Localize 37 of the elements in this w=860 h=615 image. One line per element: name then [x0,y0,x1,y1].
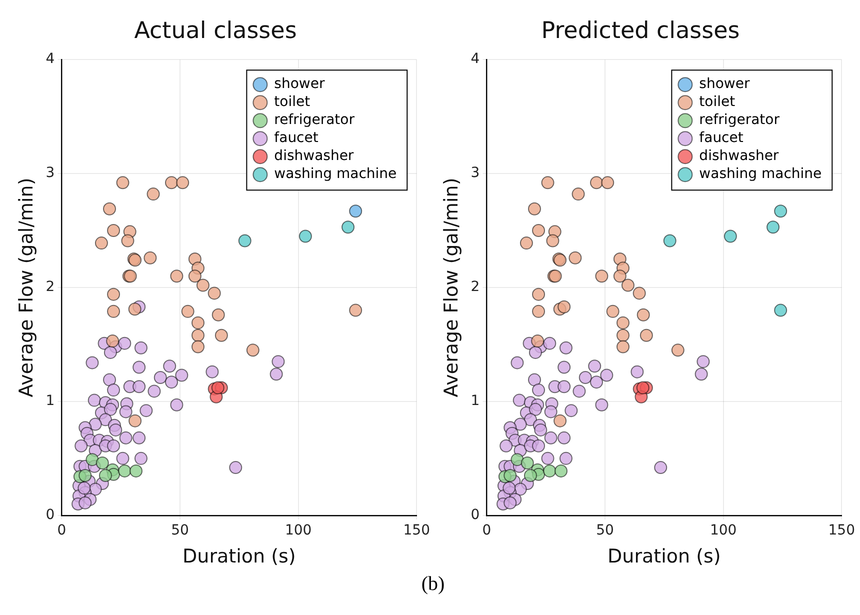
y-tick-label: 3 [46,165,55,182]
legend-label: dishwasher [699,148,779,164]
x-tick-label: 50 [596,522,614,538]
x-tick-label: 100 [710,522,737,538]
x-tick-label: 150 [828,522,856,538]
legend-label: washing machine [699,166,822,182]
y-tick-label: 0 [46,507,55,524]
chart-title: Predicted classes [541,18,740,44]
x-axis-title: Duration (s) [608,546,721,568]
legend-label: refrigerator [699,112,780,128]
text: (b) [420,573,446,596]
legend-label: shower [274,76,325,92]
y-tick-label: 1 [470,393,480,410]
legend-label: refrigerator [274,112,355,128]
x-tick-label: 0 [482,522,492,538]
x-tick-label: 100 [284,522,312,538]
x-axis-title: Duration (s) [182,546,296,568]
y-tick-label: 4 [470,51,480,68]
x-tick-label: 0 [57,522,66,538]
y-axis-title: Average Flow (gal/min) [15,178,38,398]
y-tick-label: 3 [470,165,480,182]
chart-title: Actual classes [134,18,297,44]
y-tick-label: 2 [470,279,480,296]
x-tick-label: 150 [403,522,430,538]
y-tick-label: 0 [470,507,480,524]
legend-label: faucet [699,130,744,146]
legend-label: faucet [274,130,319,146]
legend-label: washing machine [274,166,397,182]
legend-label: toilet [274,94,311,110]
y-tick-label: 4 [46,51,55,68]
y-axis-title: Average Flow (gal/min) [440,178,462,398]
x-tick-label: 50 [171,522,189,538]
legend-label: dishwasher [274,148,354,164]
legend-label: shower [699,76,750,92]
legend-label: toilet [699,94,736,110]
y-tick-label: 2 [46,279,55,296]
y-tick-label: 1 [46,393,55,410]
